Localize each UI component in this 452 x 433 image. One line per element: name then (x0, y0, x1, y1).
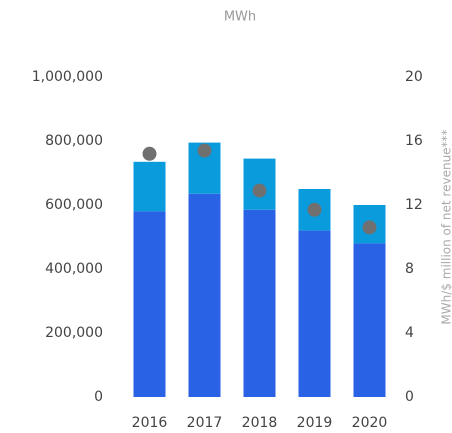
y2-tick-label: 12 (405, 197, 423, 213)
dot (362, 220, 377, 235)
y-tick-label: 600,000 (45, 197, 103, 213)
y2-tick-label: 4 (405, 325, 414, 341)
chart-title: MWh (224, 10, 256, 25)
bar-segment (133, 211, 166, 397)
x-tick-label: 2016 (132, 415, 168, 431)
dot (252, 183, 267, 198)
dot (142, 146, 157, 161)
y-tick-label: 200,000 (45, 325, 103, 341)
dot (197, 143, 212, 158)
y-tick-label: 0 (94, 389, 103, 405)
x-tick-label: 2019 (297, 415, 333, 431)
y2-tick-label: 20 (405, 69, 423, 85)
y-tick-label: 400,000 (45, 261, 103, 277)
dot (307, 202, 322, 217)
y-tick-label: 800,000 (45, 133, 103, 149)
bar-segment (133, 161, 166, 212)
bar-segment (353, 243, 386, 397)
x-tick-label: 2020 (352, 415, 388, 431)
bar-segment (298, 230, 331, 397)
bar-segment (243, 209, 276, 397)
y2-tick-label: 0 (405, 389, 414, 405)
x-tick-label: 2017 (187, 415, 223, 431)
x-tick-label: 2018 (242, 415, 278, 431)
y2-tick-label: 8 (405, 261, 414, 277)
y2-tick-label: 16 (405, 133, 423, 149)
bar-segment (188, 193, 221, 397)
y2-axis-label: MWh/$ million of net revenue*** (440, 129, 452, 324)
y-tick-label: 1,000,000 (32, 69, 103, 85)
